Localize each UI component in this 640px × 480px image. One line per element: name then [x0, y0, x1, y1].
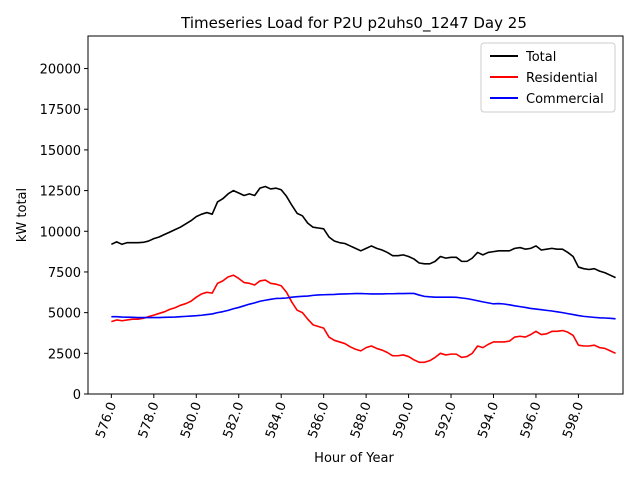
series-line-total	[111, 185, 616, 279]
y-tick-label: 7500	[48, 266, 81, 281]
chart-title: Timeseries Load for P2U p2uhs0_1247 Day …	[180, 14, 527, 33]
y-tick-label: 12500	[40, 185, 81, 200]
legend-frame	[480, 42, 616, 113]
y-tick-label: 20000	[40, 63, 81, 78]
legend: Total Residential Commercial	[480, 42, 616, 113]
plot-frame	[87, 35, 624, 395]
series-line-commercial	[111, 292, 616, 320]
y-tick-label: 15000	[40, 144, 81, 159]
x-axis-label: Hour of Year	[314, 451, 394, 466]
series-layer	[111, 185, 616, 364]
y-tick-label: 2500	[48, 347, 81, 362]
legend-label-total: Total	[525, 50, 556, 65]
y-tick-label: 10000	[40, 225, 81, 240]
series-line-residential	[111, 274, 616, 364]
legend-label-commercial: Commercial	[526, 92, 604, 107]
y-tick-label: 0	[73, 388, 81, 403]
y-tick-label: 17500	[40, 103, 81, 118]
legend-label-residential: Residential	[526, 71, 598, 86]
y-axis-label: kW total	[15, 188, 30, 242]
y-axis-ticks: 0 2500 5000 7500 10000 12500 15000 17500 20000	[40, 63, 88, 403]
y-tick-label: 5000	[48, 307, 81, 322]
